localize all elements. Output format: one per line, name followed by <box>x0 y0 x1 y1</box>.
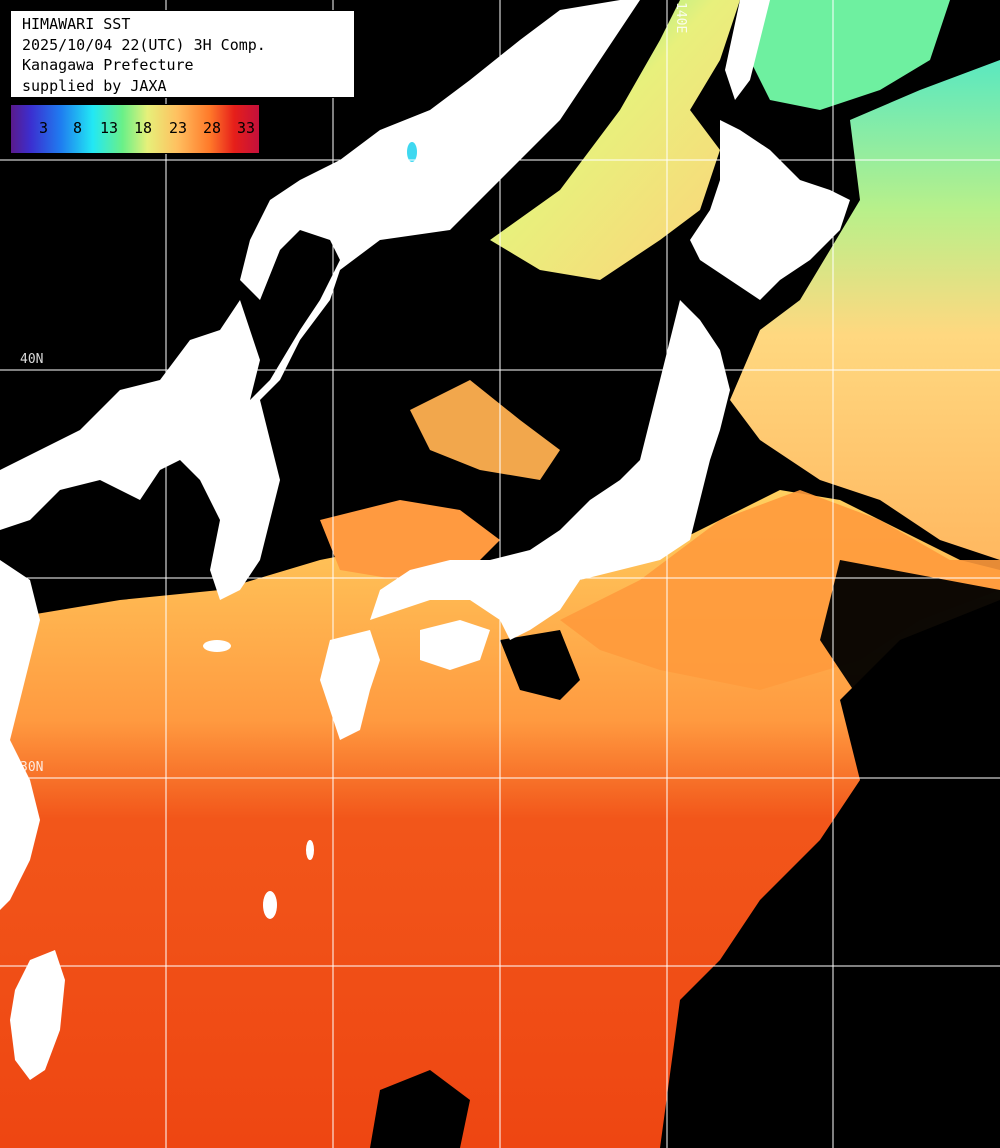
color-scale-legend: 3 8 13 18 23 28 33 <box>10 104 260 154</box>
latitude-label-30n: 30N <box>20 760 44 775</box>
scale-tick-33: 33 <box>237 119 256 137</box>
scale-tick-28: 28 <box>203 119 222 137</box>
china-coast-land <box>0 560 40 910</box>
japan-sea-patch <box>410 380 560 480</box>
cloud-patch-kii <box>500 630 580 700</box>
sakhalin-land <box>725 0 770 100</box>
scale-tick-13: 13 <box>100 119 119 137</box>
taiwan-land <box>10 950 65 1080</box>
latitude-label-40n: 40N <box>20 352 44 367</box>
mainland-land <box>0 0 640 600</box>
kyushu-land <box>320 630 380 740</box>
longitude-label: 140E <box>673 2 688 34</box>
info-datetime: 2025/10/04 22(UTC) 3H Comp. <box>22 35 266 54</box>
jeju-land <box>203 640 231 652</box>
info-credit: supplied by JAXA <box>22 76 167 95</box>
scale-tick-8: 8 <box>73 119 83 137</box>
cloud-patch-south <box>370 1070 470 1148</box>
amami-land <box>306 840 314 860</box>
cold-lake <box>407 142 417 162</box>
color-scale-ticks: 3 8 13 18 23 28 33 <box>11 119 259 139</box>
north-sea-region <box>490 0 740 280</box>
scale-tick-23: 23 <box>169 119 188 137</box>
info-title: HIMAWARI SST <box>22 15 131 33</box>
shikoku-land <box>420 620 490 670</box>
cloud-patch-east <box>680 560 1000 1148</box>
okinawa-land <box>263 891 277 919</box>
hokkaido-land <box>690 120 850 300</box>
okhotsk-region <box>740 0 950 110</box>
scale-tick-3: 3 <box>39 119 49 137</box>
info-box: HIMAWARI SST 2025/10/04 22(UTC) 3H Comp.… <box>10 10 355 98</box>
honshu-land <box>370 300 730 640</box>
scale-tick-18: 18 <box>134 119 153 137</box>
info-region: Kanagawa Prefecture <box>22 56 194 74</box>
east-sea-region <box>730 60 1000 560</box>
